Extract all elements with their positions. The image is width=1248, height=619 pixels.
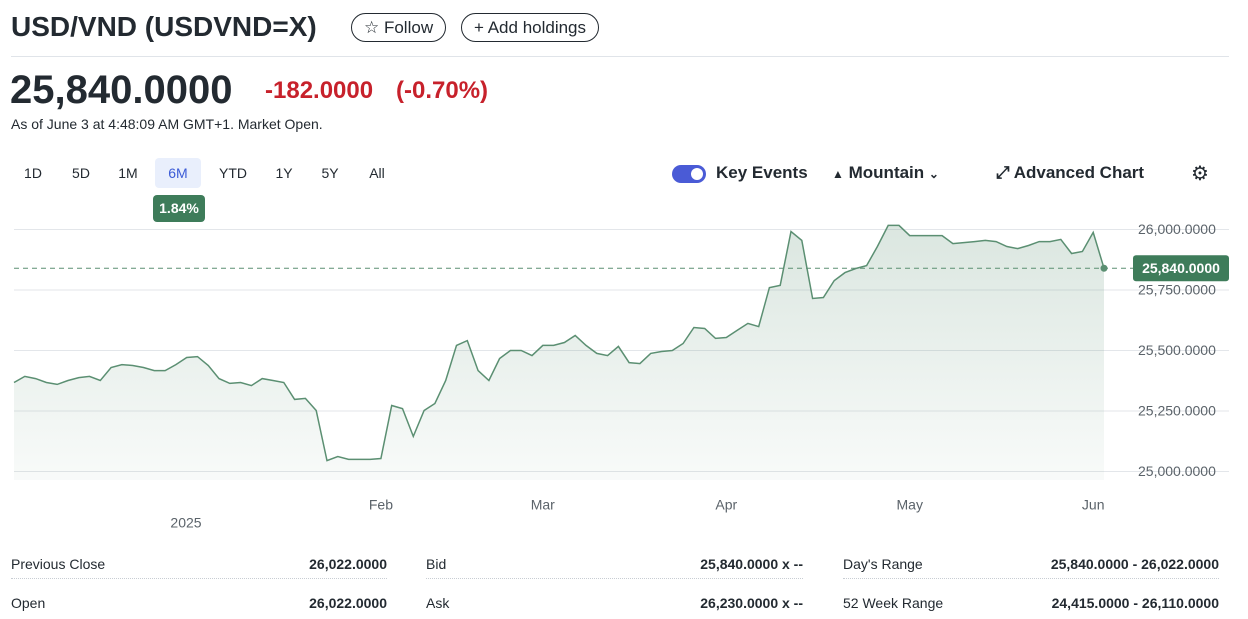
change-percent: (-0.70%)	[396, 77, 489, 104]
last-point	[1100, 264, 1108, 272]
follow-label: Follow	[383, 18, 434, 37]
stat-label: 52 Week Range	[843, 595, 944, 611]
divider	[11, 56, 1229, 57]
follow-button[interactable]: ☆ Follow	[351, 13, 447, 42]
stat-label: Ask	[426, 595, 450, 611]
range-button[interactable]: 5D	[72, 165, 90, 181]
range-button[interactable]: 5Y	[321, 165, 339, 181]
area-fill	[14, 225, 1104, 480]
price-tag-label: 25,840.0000	[1142, 260, 1220, 276]
y-tick-label: 26,000.0000	[1138, 221, 1216, 237]
stat-label: Open	[11, 595, 46, 611]
key-events-toggle[interactable]	[672, 165, 706, 183]
range-button[interactable]: YTD	[219, 165, 247, 181]
advanced-chart-button[interactable]: ⤢ Advanced Chart	[996, 163, 1145, 182]
range-button[interactable]: All	[369, 165, 385, 181]
range-button[interactable]: 6M	[155, 158, 201, 188]
chart-style-label: Mountain	[848, 163, 925, 182]
stat-label: Bid	[426, 556, 447, 572]
x-tick-label: Apr	[715, 497, 737, 513]
range-change: 1.84%	[153, 195, 205, 222]
settings-icon[interactable]: ⚙	[1191, 163, 1209, 185]
toggle-knob	[691, 168, 703, 180]
x-year-label: 2025	[170, 515, 201, 531]
key-events-label: Key Events	[716, 163, 808, 182]
x-tick-label: Jun	[1082, 497, 1105, 513]
y-tick-label: 25,250.0000	[1138, 403, 1216, 419]
range-button[interactable]: 1M	[118, 165, 138, 181]
x-tick-label: May	[897, 497, 923, 513]
as-of: As of June 3 at 4:48:09 AM GMT+1. Market…	[11, 116, 323, 132]
x-tick-label: Feb	[369, 497, 393, 513]
stat-value: 26,022.0000	[309, 556, 387, 572]
x-tick-label: Mar	[531, 497, 555, 513]
price-tag	[1133, 255, 1229, 282]
stat-divider	[426, 578, 803, 579]
change: -182.0000	[265, 77, 374, 104]
price: 25,840.0000	[10, 68, 233, 112]
y-tick-label: 25,750.0000	[1138, 282, 1216, 298]
chart: 25,000.0000 25,250.0000 25,500.0000 25,750.…	[13, 221, 1229, 531]
stat-label: Day's Range	[843, 556, 923, 572]
stat-value: 26,022.0000	[309, 595, 387, 611]
add-holdings-label: Add holdings	[487, 18, 587, 37]
title: USD/VND (USDVND=X)	[11, 11, 317, 42]
stat-divider	[843, 578, 1219, 579]
stat-value: 26,230.0000 x --	[700, 595, 803, 611]
range-button[interactable]: 1D	[24, 165, 42, 181]
stat-divider	[11, 578, 387, 579]
advanced-chart-label: Advanced Chart	[1013, 163, 1145, 182]
add-holdings-button[interactable]: + Add holdings	[461, 13, 600, 42]
y-tick-label: 25,500.0000	[1138, 342, 1216, 358]
stat-value: 25,840.0000 x --	[700, 556, 803, 572]
range-button[interactable]: 1Y	[275, 165, 293, 181]
stat-value: 24,415.0000 - 26,110.0000	[1051, 595, 1219, 611]
y-tick-label: 25,000.0000	[1138, 463, 1216, 479]
stat-label: Previous Close	[11, 556, 106, 572]
chart-style-button[interactable]: ▲ Mountain ⌄	[832, 163, 939, 182]
stat-value: 25,840.0000 - 26,022.0000	[1050, 556, 1219, 572]
price-line	[13, 224, 1105, 462]
